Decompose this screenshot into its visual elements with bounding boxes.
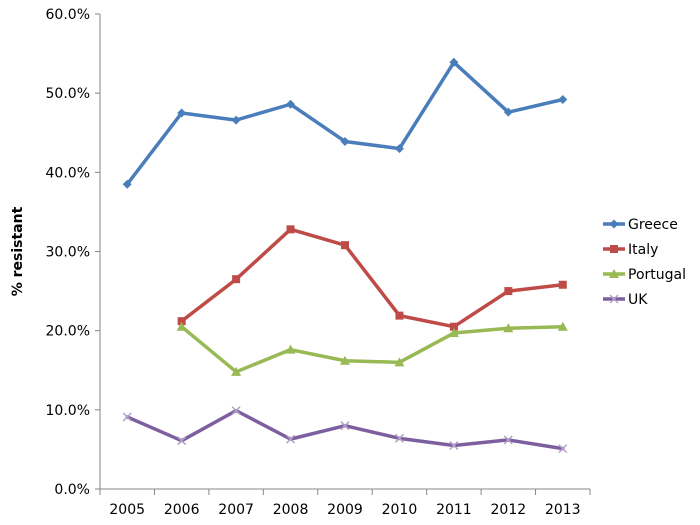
x-tick-label: 2005 <box>109 502 145 518</box>
data-point-italy <box>232 275 241 284</box>
y-tick-label: 60.0% <box>46 7 90 23</box>
data-point-italy <box>504 287 513 296</box>
data-point-uk <box>286 434 296 444</box>
series-line-portugal <box>179 324 565 374</box>
y-tick-label: 0.0% <box>54 482 90 498</box>
x-tick-label: 2007 <box>218 502 254 518</box>
data-point-italy <box>558 280 567 289</box>
series-italy <box>177 225 567 331</box>
data-point-greece <box>503 107 513 117</box>
data-point-italy <box>177 317 186 326</box>
legend: Greece Italy Portugal UK <box>603 217 686 308</box>
y-tick-label: 50.0% <box>46 86 90 102</box>
series-uk <box>122 406 568 454</box>
data-point-italy <box>286 225 295 234</box>
legend-item-greece: Greece <box>603 217 678 233</box>
x-tick-label: 2013 <box>545 502 581 518</box>
axes: 0.0% 10.0% 20.0% 30.0% 40.0% 50.0% 60.0% 2005 20… <box>46 7 591 518</box>
x-tick-label: 2010 <box>382 502 418 518</box>
data-point-uk <box>122 412 132 422</box>
series-portugal <box>176 321 568 376</box>
legend-marker-greece <box>609 219 619 229</box>
legend-label-portugal: Portugal <box>628 267 686 283</box>
data-point-portugal <box>340 355 350 365</box>
data-point-italy <box>341 241 349 250</box>
data-point-portugal <box>231 366 242 376</box>
data-point-portugal <box>557 321 568 331</box>
data-point-greece <box>449 57 459 67</box>
y-tick-label: 40.0% <box>46 165 90 181</box>
legend-label-italy: Italy <box>628 242 658 258</box>
data-point-uk <box>449 440 459 450</box>
series-line-uk <box>125 408 565 451</box>
data-point-uk <box>231 406 241 416</box>
data-point-portugal <box>176 321 187 331</box>
data-point-uk <box>394 433 404 443</box>
x-tick-label: 2008 <box>273 502 309 518</box>
legend-label-greece: Greece <box>628 217 678 233</box>
data-point-greece <box>122 179 132 189</box>
y-tick-label: 10.0% <box>46 403 90 419</box>
x-tick-label: 2011 <box>436 502 472 518</box>
y-tick-label: 30.0% <box>46 245 90 261</box>
data-point-portugal <box>285 344 296 354</box>
data-point-italy <box>395 311 404 320</box>
data-point-uk <box>340 421 350 431</box>
y-axis-title: % resistant <box>10 206 26 296</box>
legend-item-uk: UK <box>603 292 648 308</box>
series-line-italy <box>179 227 565 329</box>
x-tick-label: 2009 <box>327 502 363 518</box>
data-point-italy <box>449 322 458 331</box>
data-point-greece <box>231 115 241 125</box>
data-point-portugal <box>503 323 514 333</box>
data-point-greece <box>177 108 187 118</box>
legend-marker-uk <box>609 294 619 304</box>
data-point-greece <box>286 99 296 109</box>
x-tick-label: 2012 <box>491 502 527 518</box>
data-point-uk <box>558 444 568 454</box>
data-point-greece <box>394 144 404 154</box>
data-point-portugal <box>394 357 405 367</box>
legend-marker-italy <box>610 245 618 253</box>
data-point-uk <box>177 436 187 446</box>
legend-item-italy: Italy <box>603 242 658 258</box>
data-point-portugal <box>448 328 459 338</box>
series-line-greece <box>125 60 565 186</box>
legend-label-uk: UK <box>628 292 648 308</box>
data-point-uk <box>503 435 513 445</box>
series-layer <box>122 57 568 454</box>
data-point-greece <box>340 136 350 146</box>
legend-item-portugal: Portugal <box>603 267 686 283</box>
data-point-greece <box>558 95 568 104</box>
series-greece <box>122 57 568 189</box>
x-tick-label: 2006 <box>164 502 200 518</box>
legend-marker-portugal <box>609 269 619 278</box>
y-tick-label: 20.0% <box>46 324 90 340</box>
